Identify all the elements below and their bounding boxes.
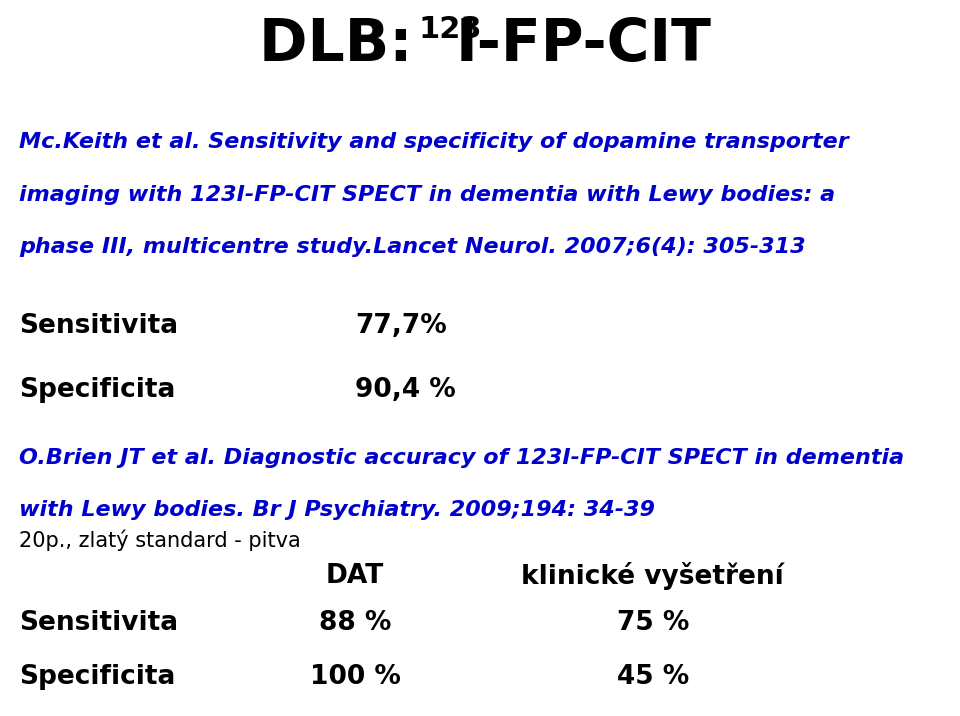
Text: 77,7%: 77,7%	[355, 313, 447, 339]
Text: 88 %: 88 %	[319, 610, 392, 636]
Text: 20p., zlatý standard - pitva: 20p., zlatý standard - pitva	[19, 530, 300, 551]
Text: 90,4 %: 90,4 %	[355, 377, 456, 403]
Text: DLB:: DLB:	[259, 16, 433, 73]
Text: Sensitivita: Sensitivita	[19, 610, 179, 636]
Text: imaging with 123I-FP-CIT SPECT in dementia with Lewy bodies: a: imaging with 123I-FP-CIT SPECT in dement…	[19, 185, 835, 205]
Text: 75 %: 75 %	[616, 610, 689, 636]
Text: Mc.Keith et al. Sensitivity and specificity of dopamine transporter: Mc.Keith et al. Sensitivity and specific…	[19, 132, 849, 153]
Text: DAT: DAT	[326, 563, 384, 589]
Text: Specificita: Specificita	[19, 664, 176, 690]
Text: Specificita: Specificita	[19, 377, 176, 403]
Text: I-FP-CIT: I-FP-CIT	[456, 16, 712, 73]
Text: klinické vyšetření: klinické vyšetření	[521, 562, 784, 591]
Text: 100 %: 100 %	[310, 664, 400, 690]
Text: 123: 123	[419, 15, 482, 44]
Text: with Lewy bodies. Br J Psychiatry. 2009;194: 34-39: with Lewy bodies. Br J Psychiatry. 2009;…	[19, 500, 655, 520]
Text: phase III, multicentre study.Lancet Neurol. 2007;6(4): 305-313: phase III, multicentre study.Lancet Neur…	[19, 237, 805, 257]
Text: 45 %: 45 %	[616, 664, 689, 690]
Text: Sensitivita: Sensitivita	[19, 313, 179, 339]
Text: O.Brien JT et al. Diagnostic accuracy of 123I-FP-CIT SPECT in dementia: O.Brien JT et al. Diagnostic accuracy of…	[19, 448, 904, 468]
